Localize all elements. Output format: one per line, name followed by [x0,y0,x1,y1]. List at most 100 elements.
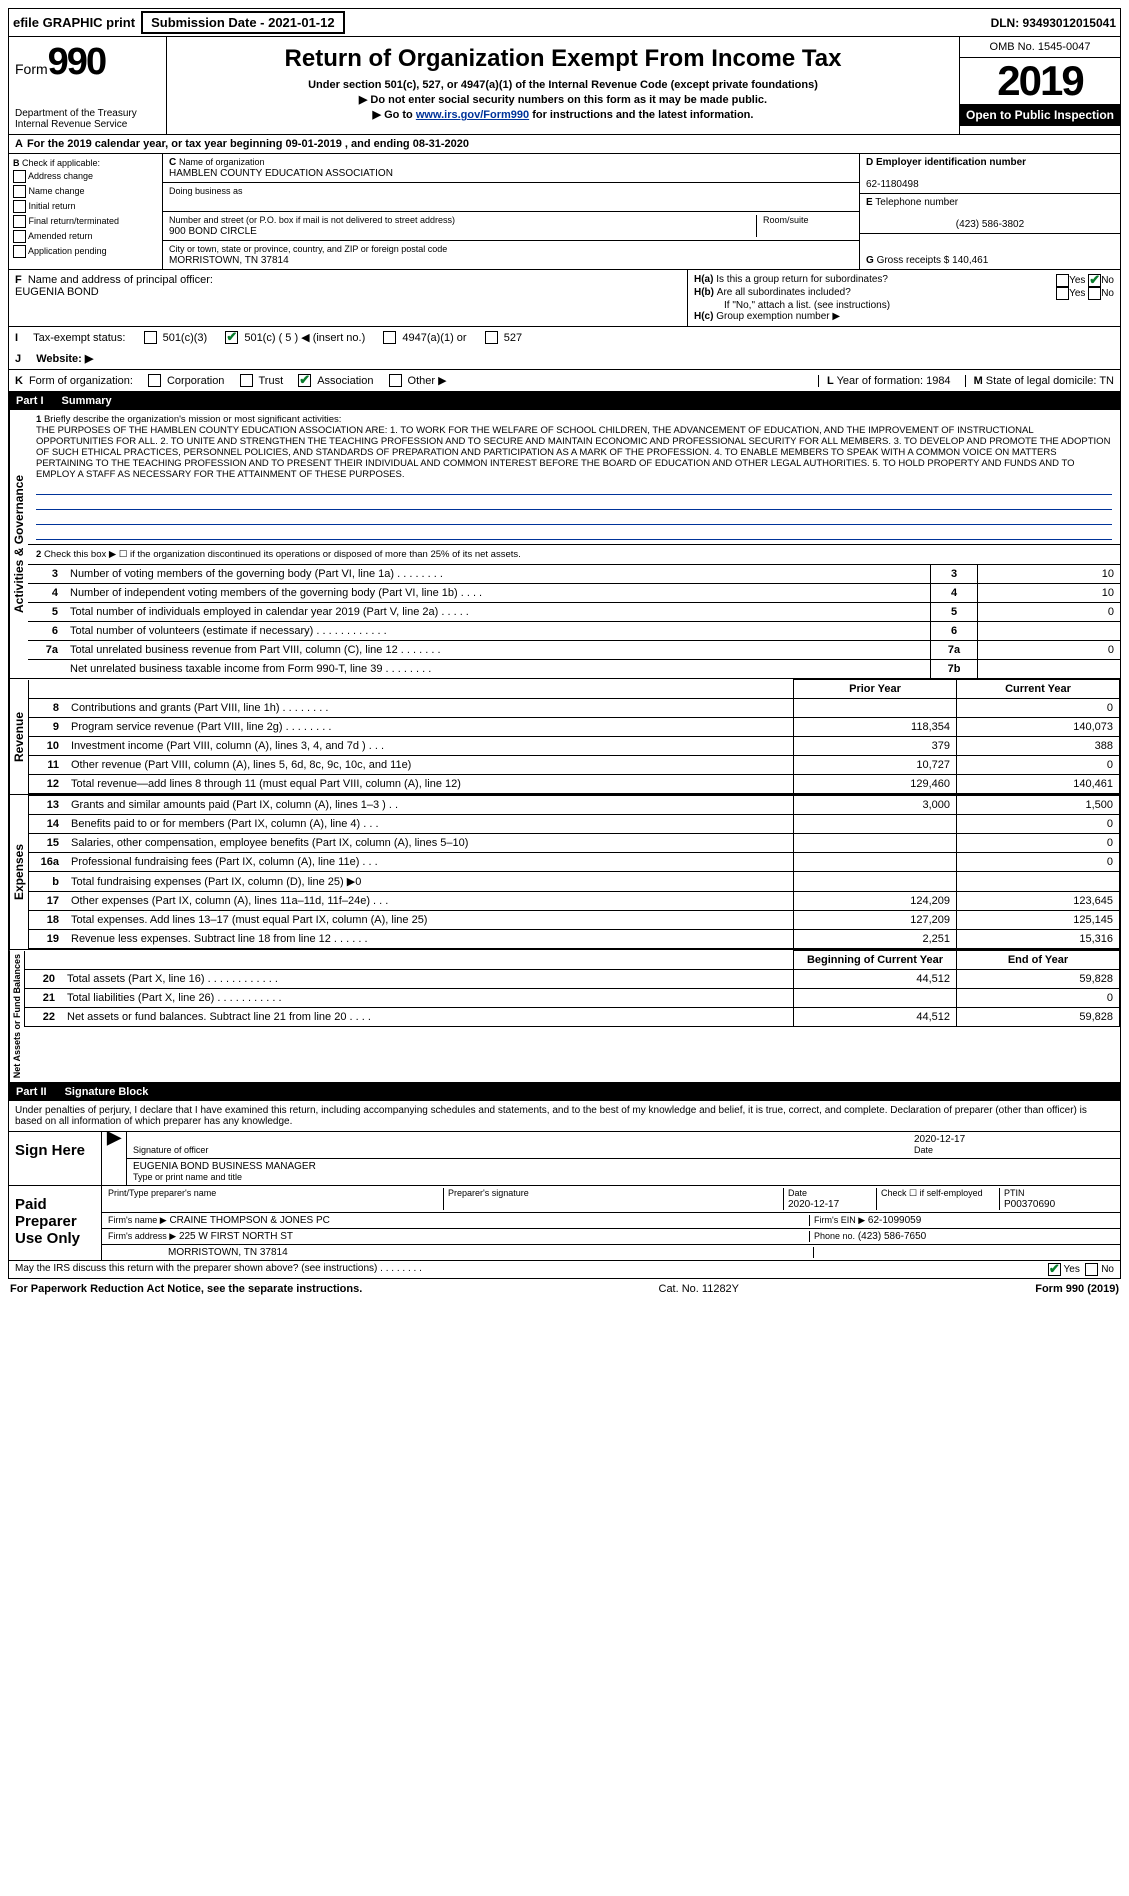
city-value: MORRISTOWN, TN 37814 [169,255,289,266]
g-label: Gross receipts $ [877,255,950,266]
cb-application-pending[interactable]: Application pending [13,245,158,258]
cb-527[interactable] [485,331,498,344]
section-netassets: Net Assets or Fund Balances Beginning of… [8,950,1121,1083]
tax-year-text: For the 2019 calendar year, or tax year … [27,138,469,150]
hb-yes[interactable] [1056,287,1069,300]
sig-officer-label: Signature of officer [133,1145,208,1155]
footer-left: For Paperwork Reduction Act Notice, see … [10,1283,362,1295]
k-label: Form of organization: [29,375,133,387]
cb-trust[interactable] [240,374,253,387]
row-j: J Website: ▶ [8,348,1121,370]
signature-block: Under penalties of perjury, I declare th… [8,1101,1121,1279]
cb-4947[interactable] [383,331,396,344]
entity-info-block: B Check if applicable: Address change Na… [8,154,1121,270]
cb-name-change[interactable]: Name change [13,185,158,198]
subtitle-1: Under section 501(c), 527, or 4947(a)(1)… [177,79,949,91]
website-label: Website: ▶ [36,352,93,365]
omb-number: OMB No. 1545-0047 [960,37,1120,58]
efile-label: efile GRAPHIC print [13,15,135,30]
row-a-tax-year: AFor the 2019 calendar year, or tax year… [8,135,1121,154]
cb-final-return[interactable]: Final return/terminated [13,215,158,228]
section-revenue: Revenue Prior YearCurrent Year8Contribut… [8,679,1121,795]
header-mid: Return of Organization Exempt From Incom… [167,37,959,134]
netassets-table: Beginning of Current YearEnd of Year20To… [24,950,1120,1027]
cb-corp[interactable] [148,374,161,387]
part1-header: Part I Summary [8,392,1121,410]
discuss-yes[interactable] [1048,1263,1061,1276]
officer-name-title: EUGENIA BOND BUSINESS MANAGER [133,1161,316,1172]
form-label: Form [15,61,48,77]
header-right: OMB No. 1545-0047 2019 Open to Public In… [959,37,1120,134]
part2-label: Part II [16,1086,47,1098]
year-formation: 1984 [926,375,950,387]
declaration-text: Under penalties of perjury, I declare th… [9,1101,1120,1131]
ha-yes[interactable] [1056,274,1069,287]
firm-ein: 62-1099059 [868,1215,921,1226]
page-footer: For Paperwork Reduction Act Notice, see … [8,1279,1121,1299]
form-number: 990 [48,41,105,83]
h-note: If "No," attach a list. (see instruction… [694,300,1114,311]
sign-here-label: Sign Here [9,1132,102,1185]
row-klm: K Form of organization: Corporation Trus… [8,370,1121,392]
firm-address: 225 W FIRST NORTH ST [179,1231,293,1242]
gross-receipts: 140,461 [952,255,988,266]
cb-address-change[interactable]: Address change [13,170,158,183]
self-employed-check[interactable]: Check ☐ if self-employed [876,1188,991,1210]
i-label: Tax-exempt status: [33,332,125,344]
ha-no[interactable] [1088,274,1101,287]
cb-initial-return[interactable]: Initial return [13,200,158,213]
preparer-name-label: Print/Type preparer's name [108,1188,435,1210]
hc-label: Group exemption number ▶ [716,311,840,322]
submission-date-button[interactable]: Submission Date - 2021-01-12 [141,11,345,34]
vlabel-expenses: Expenses [9,795,28,949]
state-domicile: TN [1099,375,1114,387]
irs-link[interactable]: www.irs.gov/Form990 [416,109,529,121]
dba-label: Doing business as [169,186,243,196]
header-left: Form990 Department of the Treasury Inter… [9,37,167,134]
cb-other[interactable] [389,374,402,387]
discuss-no[interactable] [1085,1263,1098,1276]
ha-label: Is this a group return for subordinates? [716,274,888,285]
discuss-question: May the IRS discuss this return with the… [15,1263,422,1276]
expenses-table: 13Grants and similar amounts paid (Part … [28,795,1120,949]
vlabel-revenue: Revenue [9,679,28,794]
ptin-value: P00370690 [1004,1199,1055,1210]
cb-501c3[interactable] [144,331,157,344]
col-b-checkboxes: B Check if applicable: Address change Na… [9,154,163,269]
d-label: Employer identification number [876,157,1026,168]
form-header: Form990 Department of the Treasury Inter… [8,37,1121,135]
form-title: Return of Organization Exempt From Incom… [177,45,949,73]
dept-label: Department of the Treasury Internal Reve… [15,108,160,130]
revenue-table: Prior YearCurrent Year8Contributions and… [28,679,1120,794]
tax-year: 2019 [960,58,1120,104]
hb-label: Are all subordinates included? [717,287,851,298]
firm-city: MORRISTOWN, TN 37814 [108,1247,805,1258]
part2-header: Part II Signature Block [8,1083,1121,1101]
col-right-ids: D Employer identification number 62-1180… [859,154,1120,269]
footer-mid: Cat. No. 11282Y [659,1283,740,1295]
subtitle-2: ▶ Do not enter social security numbers o… [177,93,949,106]
cb-amended-return[interactable]: Amended return [13,230,158,243]
firm-name: CRAINE THOMPSON & JONES PC [169,1215,329,1226]
subtitle-3: ▶ Go to www.irs.gov/Form990 for instruct… [177,108,949,121]
mission-text: THE PURPOSES OF THE HAMBLEN COUNTY EDUCA… [36,425,1110,480]
street-label: Number and street (or P.O. box if mail i… [169,215,455,225]
hb-no[interactable] [1088,287,1101,300]
part1-title: Summary [62,395,112,407]
footer-right: Form 990 (2019) [1035,1283,1119,1295]
vlabel-netassets: Net Assets or Fund Balances [9,950,24,1082]
part1-label: Part I [16,395,44,407]
c-name-label: Name of organization [179,157,265,167]
officer-name: EUGENIA BOND [15,286,99,298]
paid-preparer-label: Paid Preparer Use Only [9,1186,102,1260]
firm-phone: (423) 586-7650 [858,1231,926,1242]
arrow-icon: ▶ [102,1132,127,1185]
governance-table: 3Number of voting members of the governi… [28,564,1120,678]
e-label: Telephone number [875,197,958,208]
top-bar: efile GRAPHIC print Submission Date - 20… [8,8,1121,37]
cb-501c[interactable] [225,331,238,344]
row-f-h: F Name and address of principal officer:… [8,270,1121,327]
row-i: I Tax-exempt status: 501(c)(3) 501(c) ( … [8,327,1121,348]
cb-assoc[interactable] [298,374,311,387]
open-public-badge: Open to Public Inspection [960,104,1120,126]
